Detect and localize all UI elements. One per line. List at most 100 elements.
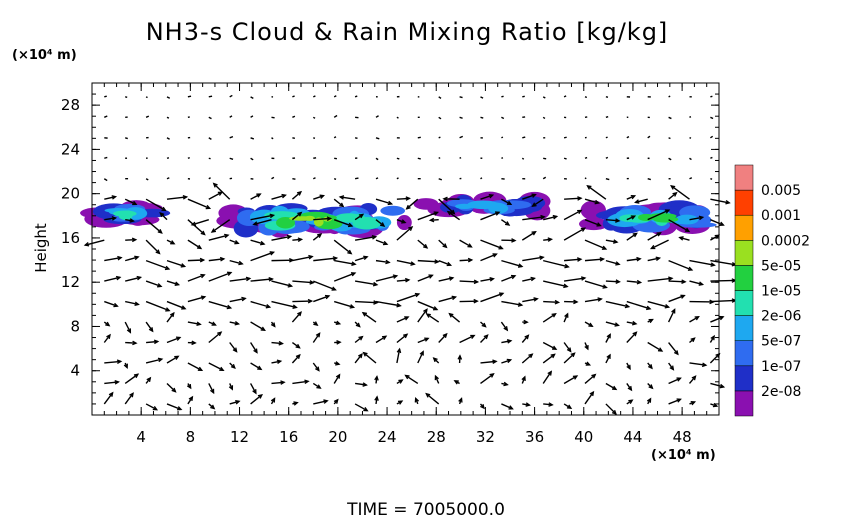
wind-vector-head (164, 265, 171, 271)
wind-vector-head (157, 228, 163, 234)
wind-vector-head (646, 397, 652, 403)
wind-vector (166, 300, 186, 310)
wind-vector-head (504, 221, 511, 226)
wind-vector-head (550, 353, 556, 359)
wind-vector-head (256, 193, 262, 198)
wind-vector (125, 276, 141, 282)
wind-vector-head (596, 222, 602, 227)
wind-vector-head (473, 298, 479, 304)
wind-vector (354, 382, 367, 386)
wind-vector (124, 198, 137, 206)
wind-vector (668, 398, 681, 405)
wind-vector-head (656, 232, 662, 237)
colorbar-swatch (734, 315, 754, 341)
wind-vector-head (566, 347, 572, 353)
colorbar-label: 5e-05 (761, 258, 801, 274)
x-tick-label: 48 (673, 428, 692, 446)
wind-vector (587, 185, 607, 200)
wind-vector-head (599, 257, 606, 262)
wind-vector (166, 137, 170, 140)
wind-vector (396, 279, 410, 282)
wind-vector-head (523, 319, 529, 325)
wind-vector-head (506, 339, 513, 344)
wind-vector-head (106, 333, 111, 340)
wind-vector (333, 95, 337, 98)
wind-vector-head (276, 359, 283, 365)
wind-vector-head (630, 194, 637, 200)
wind-vector (208, 177, 211, 180)
wind-vector-head (257, 393, 263, 399)
colorbar-swatch (734, 164, 754, 191)
wind-vector-head (671, 308, 676, 314)
wind-vector (689, 316, 699, 323)
wind-vector-head (190, 221, 197, 227)
wind-vector (375, 300, 401, 307)
wind-vector-head (442, 243, 448, 249)
wind-vector-head (381, 335, 388, 341)
wind-vector (354, 353, 363, 364)
wind-vector-head (414, 292, 421, 298)
wind-vector (166, 403, 182, 411)
wind-vector (334, 259, 356, 265)
wind-vector-head (83, 242, 90, 247)
colorbar-swatch (734, 240, 754, 266)
wind-vector-head (483, 334, 489, 340)
wind-vector (166, 259, 185, 268)
wind-vector (501, 259, 523, 268)
wind-vector-head (442, 332, 448, 339)
wind-vector-head (511, 238, 517, 243)
wind-vector (688, 375, 697, 384)
wind-vector-head (361, 311, 368, 317)
wind-vector (166, 312, 175, 323)
wind-vector-head (577, 196, 583, 201)
wind-vector-head (200, 230, 206, 236)
wind-vector-head (362, 382, 368, 387)
wind-vector (417, 308, 428, 323)
wind-vector-head (116, 359, 123, 365)
wind-vector (438, 178, 443, 181)
wind-vector-head (363, 407, 369, 412)
wind-vector (710, 95, 713, 98)
wind-vector (425, 393, 440, 405)
wind-vector-head (602, 284, 608, 289)
wind-vector-head (382, 240, 389, 246)
wind-vector-head (564, 263, 570, 269)
wind-vector (208, 300, 231, 309)
wind-vector (417, 274, 433, 282)
wind-vector-head (308, 254, 314, 260)
wind-vector-head (551, 312, 557, 318)
wind-vector-head (219, 366, 225, 372)
wind-vector (355, 300, 378, 304)
wind-vector-head (611, 409, 617, 415)
wind-vector-head (691, 375, 697, 381)
wind-vector (292, 115, 296, 118)
wind-vector (229, 277, 250, 282)
wind-vector-head (338, 195, 345, 200)
wind-vector (501, 340, 512, 344)
y-axis-title: Height (32, 223, 50, 273)
wind-vector (689, 116, 692, 118)
wind-vector (542, 341, 557, 350)
mixing-ratio-cell (118, 211, 133, 221)
wind-vector-head (257, 365, 263, 371)
wind-vector-head (159, 212, 165, 218)
wind-vector-head (573, 299, 579, 305)
wind-vector (187, 362, 203, 371)
mixing-ratio-cell (455, 203, 474, 209)
wind-vector (104, 195, 116, 200)
x-tick-label: 8 (186, 428, 196, 446)
wind-vector (635, 198, 648, 204)
wind-vector-head (230, 363, 236, 369)
wind-vector (292, 280, 314, 284)
wind-vector-head (680, 294, 686, 299)
wind-vector-head (265, 303, 272, 309)
wind-vector-head (387, 200, 394, 206)
wind-vector-head (113, 302, 119, 308)
y-tick-label: 24 (61, 140, 80, 158)
wind-vector-head (316, 384, 322, 389)
wind-vector (417, 157, 421, 160)
wind-vector (84, 239, 105, 246)
wind-vector-head (606, 353, 611, 359)
wind-vector-head (132, 200, 138, 206)
wind-vector (354, 213, 364, 221)
